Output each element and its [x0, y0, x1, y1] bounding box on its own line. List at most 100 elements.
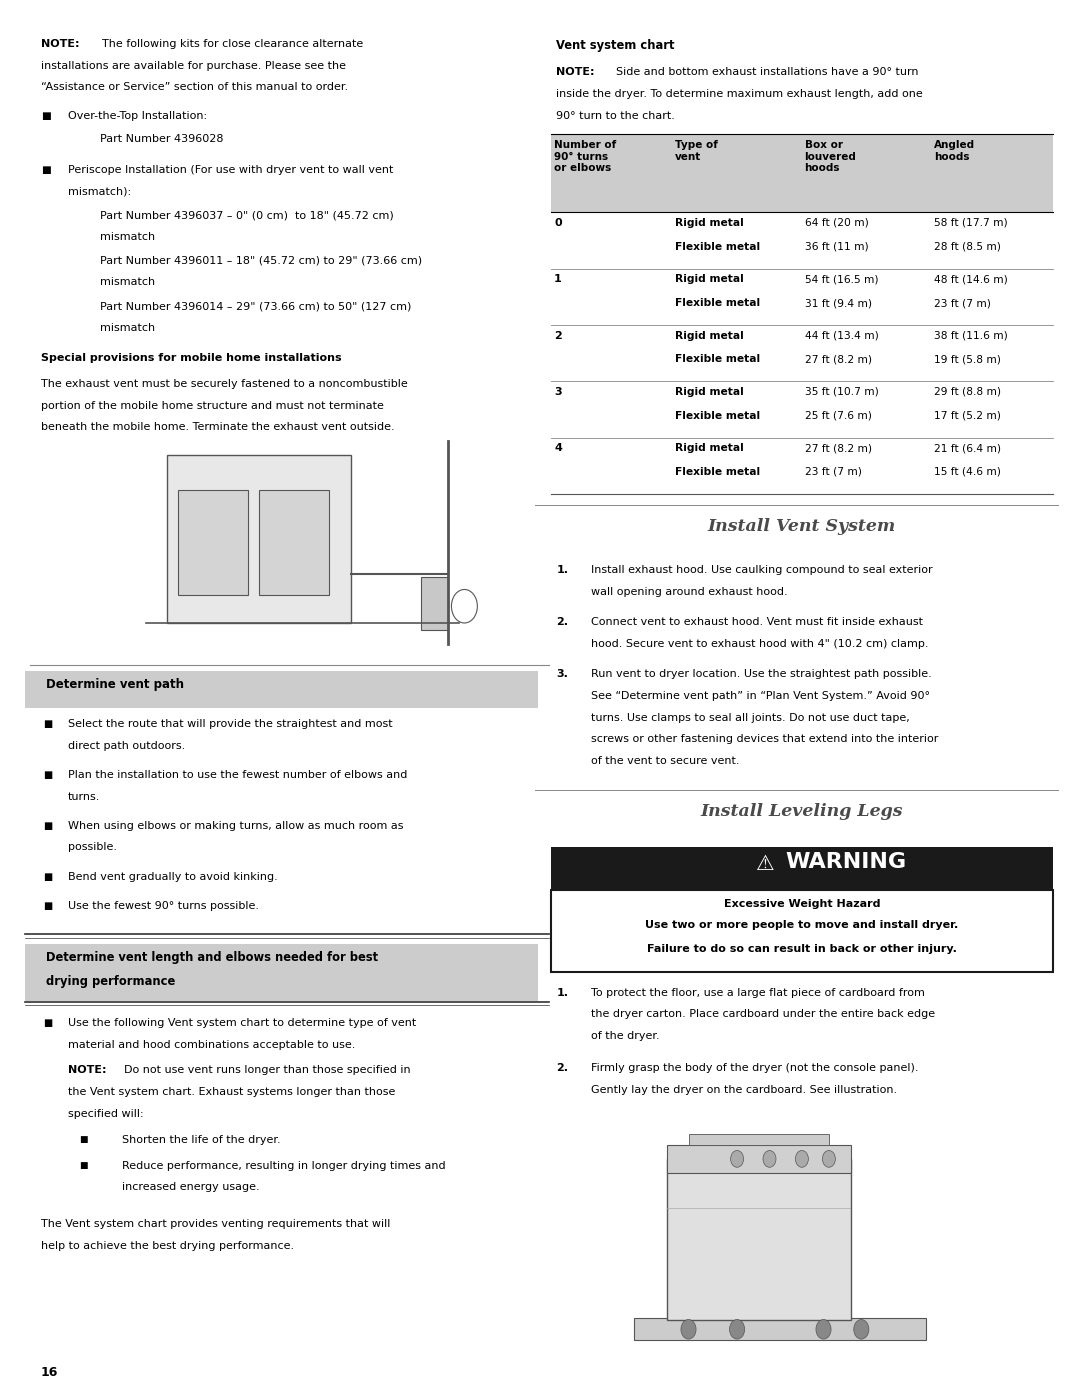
Text: ■: ■ [41, 165, 51, 175]
Text: Part Number 4396028: Part Number 4396028 [100, 134, 224, 144]
Text: drying performance: drying performance [46, 975, 176, 989]
Bar [421, 577, 448, 630]
Text: 1.: 1. [556, 988, 568, 997]
Text: Flexible metal: Flexible metal [675, 298, 760, 309]
Text: turns. Use clamps to seal all joints. Do not use duct tape,: turns. Use clamps to seal all joints. Do… [591, 712, 909, 722]
Text: 1.: 1. [556, 566, 568, 576]
Text: Gently lay the dryer on the cardboard. See illustration.: Gently lay the dryer on the cardboard. S… [591, 1085, 896, 1095]
Text: Connect vent to exhaust hood. Vent must fit inside exhaust: Connect vent to exhaust hood. Vent must … [591, 617, 922, 627]
Text: Use two or more people to move and install dryer.: Use two or more people to move and insta… [645, 921, 959, 930]
Circle shape [795, 1151, 808, 1168]
Bar [667, 1160, 851, 1320]
Text: mismatch: mismatch [100, 323, 156, 332]
Text: ■: ■ [79, 1134, 87, 1144]
Text: 90° turn to the chart.: 90° turn to the chart. [556, 110, 675, 120]
Bar [667, 1146, 851, 1173]
Text: Use the following Vent system chart to determine type of vent: Use the following Vent system chart to d… [68, 1018, 416, 1028]
Text: 4: 4 [554, 443, 562, 453]
Text: portion of the mobile home structure and must not terminate: portion of the mobile home structure and… [41, 401, 383, 411]
Text: Select the route that will provide the straightest and most: Select the route that will provide the s… [68, 719, 393, 729]
Text: of the dryer.: of the dryer. [591, 1031, 660, 1041]
Text: 31 ft (9.4 m): 31 ft (9.4 m) [805, 298, 872, 309]
Text: 58 ft (17.7 m): 58 ft (17.7 m) [934, 218, 1008, 228]
Text: Side and bottom exhaust installations have a 90° turn: Side and bottom exhaust installations ha… [616, 67, 918, 77]
Text: mismatch: mismatch [100, 232, 156, 242]
Text: 38 ft (11.6 m): 38 ft (11.6 m) [934, 331, 1008, 341]
Text: ■: ■ [43, 821, 53, 831]
Text: Rigid metal: Rigid metal [675, 331, 744, 341]
Text: Install Leveling Legs: Install Leveling Legs [701, 803, 903, 820]
Text: Bend vent gradually to avoid kinking.: Bend vent gradually to avoid kinking. [68, 872, 278, 882]
Text: Determine vent path: Determine vent path [46, 678, 185, 690]
Text: Flexible metal: Flexible metal [675, 242, 760, 251]
Text: ■: ■ [43, 872, 53, 882]
Text: specified will:: specified will: [68, 1109, 144, 1119]
Text: Flexible metal: Flexible metal [675, 467, 760, 476]
Text: Install Vent System: Install Vent System [707, 518, 896, 535]
Circle shape [730, 1320, 744, 1340]
Text: Rigid metal: Rigid metal [675, 387, 744, 397]
Text: installations are available for purchase. Please see the: installations are available for purchase… [41, 60, 346, 71]
Text: ⚠: ⚠ [756, 854, 775, 873]
Text: 19 ft (5.8 m): 19 ft (5.8 m) [934, 355, 1001, 365]
Text: 25 ft (7.6 m): 25 ft (7.6 m) [805, 411, 872, 420]
Text: Flexible metal: Flexible metal [675, 355, 760, 365]
Text: Shorten the life of the dryer.: Shorten the life of the dryer. [122, 1134, 281, 1144]
Text: ■: ■ [79, 1161, 87, 1169]
Text: Install exhaust hood. Use caulking compound to seal exterior: Install exhaust hood. Use caulking compo… [591, 566, 932, 576]
Text: 2.: 2. [556, 617, 568, 627]
Text: 64 ft (20 m): 64 ft (20 m) [805, 218, 868, 228]
Text: Vent system chart: Vent system chart [556, 39, 675, 52]
Text: When using elbows or making turns, allow as much room as: When using elbows or making turns, allow… [68, 821, 404, 831]
Text: of the vent to secure vent.: of the vent to secure vent. [591, 756, 739, 766]
Text: material and hood combinations acceptable to use.: material and hood combinations acceptabl… [68, 1039, 355, 1049]
Text: NOTE:: NOTE: [556, 67, 595, 77]
Bar [551, 847, 1053, 890]
Text: 2: 2 [554, 331, 562, 341]
Text: the Vent system chart. Exhaust systems longer than those: the Vent system chart. Exhaust systems l… [68, 1087, 395, 1097]
Bar [178, 490, 248, 595]
Circle shape [853, 1320, 868, 1340]
Text: mismatch):: mismatch): [68, 186, 131, 197]
Text: Run vent to dryer location. Use the straightest path possible.: Run vent to dryer location. Use the stra… [591, 669, 932, 679]
Text: Part Number 4396011 – 18" (45.72 cm) to 29" (73.66 cm): Part Number 4396011 – 18" (45.72 cm) to … [100, 256, 422, 265]
Text: 15 ft (4.6 m): 15 ft (4.6 m) [934, 467, 1001, 476]
Text: wall opening around exhaust hood.: wall opening around exhaust hood. [591, 587, 787, 597]
Text: See “Determine vent path” in “Plan Vent System.” Avoid 90°: See “Determine vent path” in “Plan Vent … [591, 692, 930, 701]
Text: ■: ■ [43, 770, 53, 780]
Text: turns.: turns. [68, 792, 100, 802]
Circle shape [681, 1320, 696, 1340]
Bar [551, 134, 1053, 212]
Text: 44 ft (13.4 m): 44 ft (13.4 m) [805, 331, 878, 341]
Text: WARNING: WARNING [786, 852, 907, 872]
Text: Flexible metal: Flexible metal [675, 411, 760, 420]
Text: help to achieve the best drying performance.: help to achieve the best drying performa… [41, 1241, 294, 1250]
Text: ■: ■ [43, 719, 53, 729]
Text: Rigid metal: Rigid metal [675, 218, 744, 228]
Text: screws or other fastening devices that extend into the interior: screws or other fastening devices that e… [591, 735, 939, 745]
Text: ■: ■ [43, 901, 53, 911]
Text: mismatch: mismatch [100, 277, 156, 288]
Text: “Assistance or Service” section of this manual to order.: “Assistance or Service” section of this … [41, 82, 348, 92]
Text: Angled
hoods: Angled hoods [934, 140, 975, 162]
Text: ■: ■ [41, 110, 51, 120]
Bar [167, 455, 351, 623]
Bar [25, 671, 538, 708]
Text: Rigid metal: Rigid metal [675, 274, 744, 284]
Text: 54 ft (16.5 m): 54 ft (16.5 m) [805, 274, 878, 284]
Text: 28 ft (8.5 m): 28 ft (8.5 m) [934, 242, 1001, 251]
Text: 23 ft (7 m): 23 ft (7 m) [805, 467, 862, 476]
Text: hood. Secure vent to exhaust hood with 4" (10.2 cm) clamp.: hood. Secure vent to exhaust hood with 4… [591, 638, 929, 650]
Text: Number of
90° turns
or elbows: Number of 90° turns or elbows [554, 140, 617, 173]
Text: NOTE:: NOTE: [68, 1066, 107, 1076]
Text: Plan the installation to use the fewest number of elbows and: Plan the installation to use the fewest … [68, 770, 407, 780]
Text: ■: ■ [43, 1018, 53, 1028]
Text: Failure to do so can result in back or other injury.: Failure to do so can result in back or o… [647, 944, 957, 954]
Text: 3.: 3. [556, 669, 568, 679]
Text: Excessive Weight Hazard: Excessive Weight Hazard [724, 898, 880, 909]
Text: 48 ft (14.6 m): 48 ft (14.6 m) [934, 274, 1008, 284]
Text: Determine vent length and elbows needed for best: Determine vent length and elbows needed … [46, 950, 379, 964]
Text: Over-the-Top Installation:: Over-the-Top Installation: [68, 110, 207, 120]
Text: The Vent system chart provides venting requirements that will: The Vent system chart provides venting r… [41, 1220, 390, 1229]
Text: 1: 1 [554, 274, 562, 284]
